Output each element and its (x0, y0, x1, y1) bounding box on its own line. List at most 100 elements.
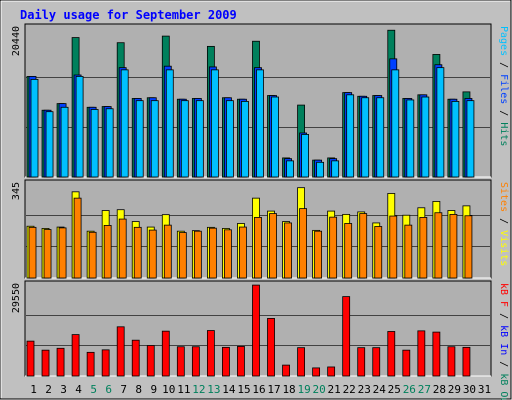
bar-sites (314, 230, 323, 279)
panel-kb-in-out: 29550 kB F / kB In / kB Out (11, 280, 509, 400)
bar-sites (163, 224, 172, 279)
x-tick-label: 8 (135, 383, 142, 396)
bar-pages (210, 69, 219, 178)
bar-sites (269, 213, 277, 279)
bar-sites (434, 212, 443, 279)
bar-pages (30, 78, 39, 178)
bar-pages (150, 100, 159, 178)
y-axis-max-label: 345 (11, 182, 22, 200)
bar-pages (135, 100, 144, 178)
bar-kb-f (161, 330, 170, 377)
x-tick-label: 19 (297, 383, 310, 396)
series-side-label-part: / (498, 104, 509, 122)
bar-kb-f (402, 349, 411, 377)
bar-pages (75, 76, 84, 178)
x-tick-label: 12 (192, 383, 205, 396)
series-side-label-part: Visits (498, 230, 509, 266)
bar-kb-f (176, 346, 185, 377)
bar-sites (148, 229, 157, 279)
bar-pages (60, 106, 69, 178)
bar-sites (299, 208, 307, 279)
bar-kb-f (26, 340, 35, 377)
bar-sites (254, 217, 262, 279)
bar-kb-f (267, 318, 275, 377)
bar-pages (256, 69, 264, 178)
chart-title: Daily usage for September 2009 (20, 8, 237, 22)
bar-pages (316, 161, 325, 178)
x-tick-label: 23 (358, 383, 371, 396)
bar-kb-f (56, 347, 65, 377)
bar-kb-f (312, 367, 321, 377)
x-tick-label: 25 (388, 383, 401, 396)
x-tick-label: 15 (237, 383, 250, 396)
x-tick-label: 31 (478, 383, 491, 396)
bar-kb-f (282, 364, 290, 377)
bar-pages (406, 99, 415, 178)
series-side-label: Pages / Files / Hits (498, 26, 509, 146)
panel-visits-sites: 345 Sites / Visits (11, 179, 509, 279)
series-side-label-part: / (498, 355, 509, 373)
bar-pages (391, 69, 400, 178)
bar-kb-f (297, 347, 305, 377)
x-tick-label: 5 (90, 383, 97, 396)
bar-kb-f (237, 346, 245, 377)
x-tick-label: 6 (105, 383, 112, 396)
bar-sites (208, 227, 217, 279)
y-axis-max-label: 29550 (11, 283, 22, 313)
bar-pages (451, 101, 460, 178)
chart-panels: 20440 Pages / Files / Hits 345 Sites / Visi… (11, 23, 509, 400)
bar-kb-f (447, 346, 456, 377)
bar-kb-f (417, 330, 426, 377)
x-tick-label: 13 (207, 383, 220, 396)
bar-sites (449, 213, 458, 279)
bar-pages (361, 97, 370, 178)
series-side-label-part: Hits (498, 122, 509, 146)
bar-kb-f (206, 330, 215, 377)
series-side-label-part: kB F (498, 283, 509, 307)
x-tick-label: 16 (252, 383, 265, 396)
bar-pages (436, 67, 445, 178)
series-side-label-part: kB Out (498, 373, 509, 400)
x-tick-label: 27 (418, 383, 431, 396)
series-side-label-part: Pages (498, 26, 509, 56)
bar-pages (301, 134, 309, 178)
x-tick-label: 3 (60, 383, 67, 396)
bar-sites (118, 218, 127, 279)
bar-pages (376, 97, 385, 178)
x-tick-label: 2 (45, 383, 52, 396)
x-tick-label: 28 (433, 383, 446, 396)
x-tick-label: 17 (267, 383, 280, 396)
bar-pages (346, 94, 355, 178)
bar-pages (421, 96, 430, 178)
bar-sites (58, 227, 67, 279)
bar-sites (464, 215, 473, 279)
series-side-label: Sites / Visits (498, 182, 509, 266)
bar-sites (389, 215, 398, 279)
x-tick-label: 20 (313, 383, 326, 396)
bar-sites (284, 222, 292, 279)
bar-sites (419, 217, 428, 279)
series-side-label: kB F / kB In / kB Out (498, 283, 509, 400)
bar-kb-f (462, 346, 471, 377)
x-tick-label: 11 (177, 383, 190, 396)
panel-hits-files-pages: 20440 Pages / Files / Hits (11, 23, 509, 178)
bar-pages (331, 160, 340, 178)
x-tick-label: 7 (120, 383, 127, 396)
bar-sites (329, 216, 338, 279)
bar-sites (239, 226, 247, 279)
bar-pages (45, 111, 54, 178)
bar-pages (105, 108, 114, 178)
bar-pages (286, 160, 294, 178)
series-side-label-part: / (498, 212, 509, 230)
x-tick-label: 14 (222, 383, 236, 396)
bar-kb-f (222, 346, 230, 377)
x-tick-label: 26 (403, 383, 416, 396)
bar-sites (133, 226, 142, 279)
x-tick-label: 1 (30, 383, 37, 396)
bar-pages (90, 109, 99, 178)
bar-pages (226, 100, 234, 178)
x-tick-label: 4 (75, 383, 82, 396)
x-tick-label: 24 (373, 383, 387, 396)
series-side-label-part: / (498, 307, 509, 325)
